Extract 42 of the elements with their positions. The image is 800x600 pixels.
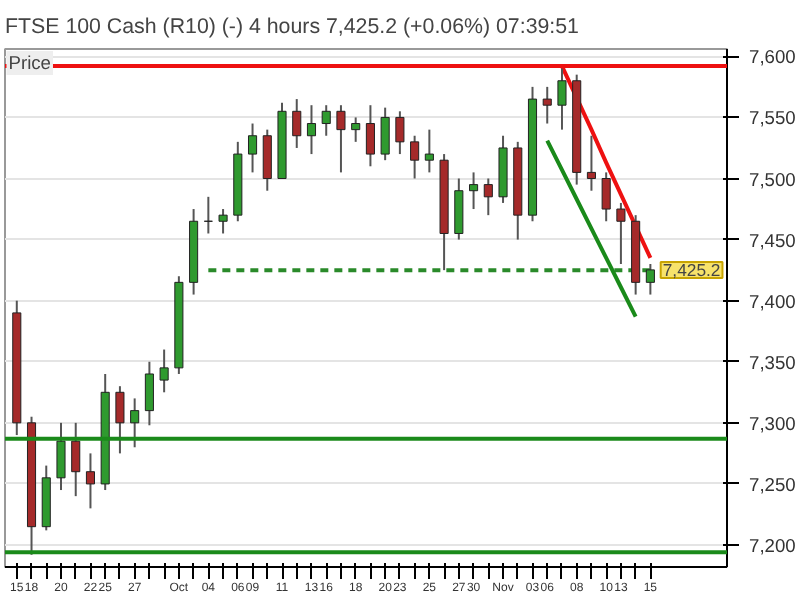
- candlestick: [601, 171, 611, 223]
- y-tick-label: 7,450: [749, 230, 796, 251]
- candlestick: [71, 421, 81, 498]
- text: 7,425.2: [662, 259, 721, 280]
- candlestick: [56, 421, 66, 492]
- y-tick-label: 7,300: [749, 413, 796, 434]
- candlestick: [395, 110, 405, 156]
- candlestick: [292, 98, 302, 149]
- candlestick: [616, 201, 626, 266]
- candlestick: [365, 104, 375, 168]
- candlestick: [306, 104, 317, 156]
- y-tick-label: 7,350: [749, 352, 796, 373]
- line-series: [545, 138, 638, 319]
- candlestick: [351, 116, 361, 143]
- chart-title: FTSE 100 Cash (R10) (-) 4 hours 7,425.2 (+0.06%) 07:39:51: [5, 15, 580, 39]
- y-tick-label: 7,200: [749, 536, 796, 557]
- candlestick: [483, 177, 493, 217]
- candlestick: [380, 106, 390, 162]
- candlestick: [85, 452, 96, 510]
- y-tick-label: 7,550: [749, 108, 796, 129]
- candlestick: [454, 177, 464, 241]
- candlestick: [115, 385, 125, 455]
- candlestick: [247, 122, 258, 174]
- candlestick: [586, 134, 596, 192]
- candlestick: [130, 397, 140, 449]
- y-tick-label: 7,400: [749, 291, 796, 312]
- candlestick: [557, 67, 567, 131]
- annotation: Price: [8, 53, 51, 73]
- candlestick: [336, 104, 346, 174]
- candlestick: [159, 348, 169, 394]
- y-tick-label: 7,600: [749, 47, 796, 68]
- candlestick: [542, 85, 552, 125]
- candlestick: [410, 134, 420, 180]
- y-tick-label: 7,500: [749, 169, 796, 190]
- candlestick: [469, 171, 479, 211]
- candlestick: [645, 263, 655, 296]
- candlestick: [262, 128, 272, 192]
- candlestick: [144, 360, 154, 427]
- candlestick: [218, 208, 228, 235]
- candlestick: [424, 128, 434, 174]
- y-tick-label: 7,250: [749, 474, 796, 495]
- candlestick: [321, 104, 331, 137]
